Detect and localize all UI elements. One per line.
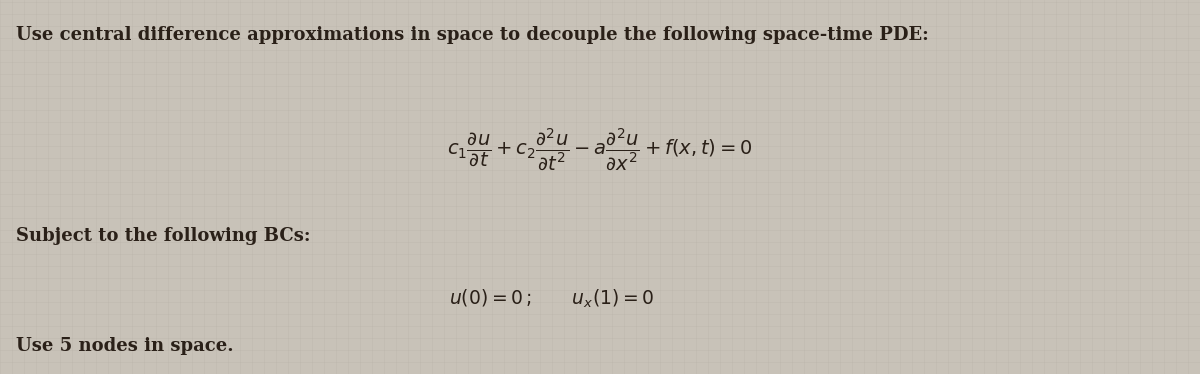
Text: $c_1\dfrac{\partial u}{\partial t} + c_2\dfrac{\partial^2 u}{\partial t^2} - a\d: $c_1\dfrac{\partial u}{\partial t} + c_2… [448,127,752,172]
Text: $u(0) = 0\,;\qquad u_x(1) = 0$: $u(0) = 0\,;\qquad u_x(1) = 0$ [449,288,655,310]
Text: Use central difference approximations in space to decouple the following space-t: Use central difference approximations in… [16,26,929,44]
Text: Use 5 nodes in space.: Use 5 nodes in space. [16,337,233,355]
Text: Subject to the following BCs:: Subject to the following BCs: [16,227,310,245]
